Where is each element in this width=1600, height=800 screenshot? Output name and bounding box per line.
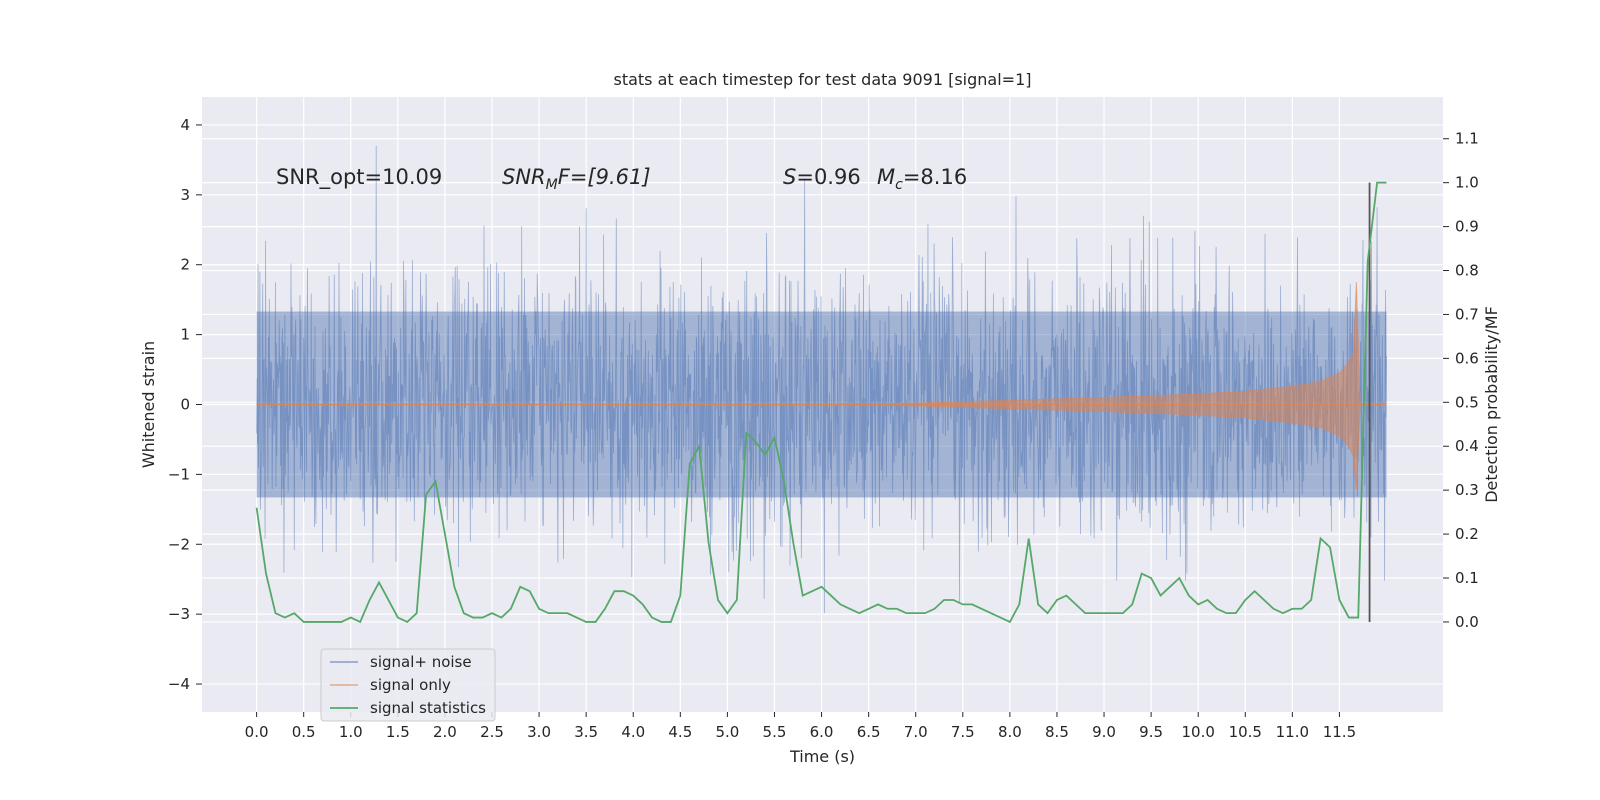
snr-mf-rest: F=[9.61]	[558, 165, 651, 189]
y-tick-label: −3	[168, 605, 190, 623]
snr-opt-annotation: SNR_opt=10.09	[276, 165, 442, 190]
x-tick-label: 8.5	[1045, 723, 1069, 741]
snr-mf-base: SNR	[502, 165, 546, 189]
y2-tick-label: 0.8	[1455, 262, 1479, 280]
x-tick-label: 3.5	[574, 723, 598, 741]
y-tick-label: 3	[180, 186, 190, 204]
y2-axis-label: Detection probability/MF	[1482, 306, 1501, 503]
x-tick-label: 6.0	[810, 723, 834, 741]
snr-mf-annotation: SNRMF=[9.61]	[502, 165, 651, 193]
signal-statistics-series	[255, 181, 1387, 624]
y-axis-label: Whitened strain	[139, 341, 158, 468]
x-axis-ticks: 0.0 0.5 1.0 1.5 2.0 2.5 3.0 3.5 4.0 4.5 5.0 5.5 6.0 6…	[245, 712, 1356, 741]
signal-only-envelope	[256, 282, 1387, 491]
y-tick-label: 4	[180, 116, 190, 134]
x-tick-label: 7.0	[904, 723, 928, 741]
x-tick-label: 9.5	[1139, 723, 1163, 741]
y2-axis-ticks: 1.1 1.0 0.9 0.8 0.7 0.6 0.5 0.4 0.3 0.2 0.1 0.0	[1443, 130, 1479, 631]
y-tick-label: −1	[168, 465, 190, 483]
y2-tick-label: 0.2	[1455, 525, 1479, 543]
y2-tick-label: 1.0	[1455, 174, 1479, 192]
x-tick-label: 7.5	[951, 723, 975, 741]
y-tick-label: 2	[180, 256, 190, 274]
x-tick-label: 10.0	[1181, 723, 1214, 741]
x-tick-label: 11.5	[1323, 723, 1356, 741]
y2-tick-label: 0.5	[1455, 393, 1479, 411]
y-tick-label: −2	[168, 535, 190, 553]
x-tick-label: 4.5	[668, 723, 692, 741]
y-tick-label: 0	[180, 396, 190, 414]
y2-tick-label: 0.9	[1455, 218, 1479, 236]
x-axis-label: Time (s)	[789, 747, 855, 766]
legend-box	[320, 648, 496, 722]
x-tick-label: 2.5	[480, 723, 504, 741]
mc-value: =8.16	[903, 165, 967, 189]
signal-noise-line	[256, 145, 1387, 614]
s-value: =0.96	[796, 165, 860, 189]
s-symbol: S	[783, 165, 796, 189]
y2-tick-label: 0.4	[1455, 437, 1479, 455]
snr-mf-subscript: M	[546, 177, 558, 193]
y2-tick-label: 0.7	[1455, 305, 1479, 323]
x-tick-label: 5.0	[715, 723, 739, 741]
x-tick-label: 1.5	[386, 723, 410, 741]
x-tick-label: 1.0	[339, 723, 363, 741]
y2-tick-label: 0.0	[1455, 613, 1479, 631]
x-tick-label: 10.5	[1229, 723, 1262, 741]
legend-label-signal-only: signal only	[370, 676, 451, 694]
x-tick-label: 4.0	[621, 723, 645, 741]
x-tick-label: 0.5	[292, 723, 316, 741]
chart-title: stats at each timestep for test data 909…	[613, 70, 1031, 89]
x-tick-label: 6.5	[857, 723, 881, 741]
y-axis-ticks: 4 3 2 1 0 −1 −2 −3 −4	[168, 116, 202, 693]
mc-annotation: Mc=8.16	[877, 165, 967, 193]
x-tick-label: 5.5	[763, 723, 787, 741]
y2-tick-label: 0.6	[1455, 349, 1479, 367]
x-tick-label: 2.0	[433, 723, 457, 741]
y2-tick-label: 0.3	[1455, 481, 1479, 499]
legend-label-signal-noise: signal+ noise	[370, 653, 472, 671]
y-tick-label: −4	[168, 675, 190, 693]
legend-label-signal-statistics: signal statistics	[370, 699, 486, 717]
mc-subscript: c	[895, 177, 903, 193]
y-tick-label: 1	[180, 326, 190, 344]
signal-only-series	[256, 282, 1387, 491]
x-tick-label: 11.0	[1276, 723, 1309, 741]
x-tick-label: 9.0	[1092, 723, 1116, 741]
y2-tick-label: 0.1	[1455, 569, 1479, 587]
y2-tick-label: 1.1	[1455, 130, 1479, 148]
x-tick-label: 3.0	[527, 723, 551, 741]
x-tick-label: 8.0	[998, 723, 1022, 741]
mc-symbol: M	[877, 165, 895, 189]
x-tick-label: 0.0	[245, 723, 269, 741]
legend: signal+ noise signal only signal statist…	[320, 648, 496, 722]
s-annotation: S=0.96	[783, 165, 861, 189]
signal-statistics-line	[255, 181, 1387, 624]
